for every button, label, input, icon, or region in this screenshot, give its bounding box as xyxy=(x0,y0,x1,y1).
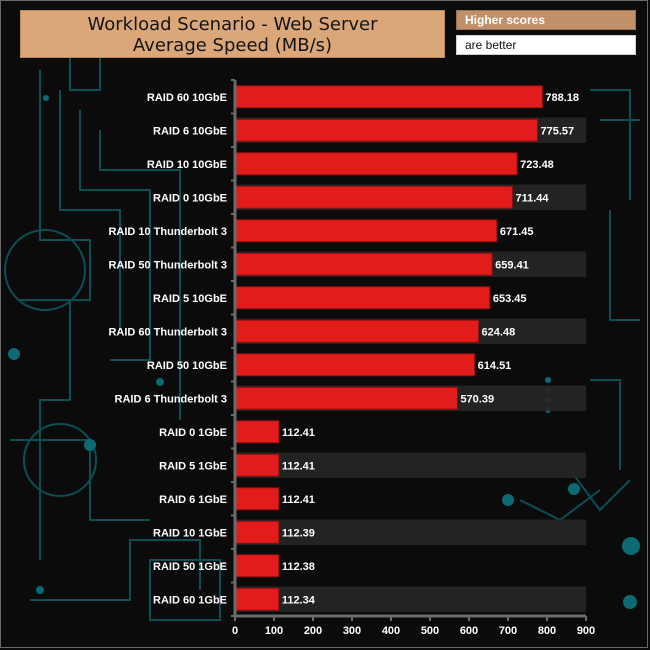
bar xyxy=(234,185,513,209)
category-label: RAID 0 10GbE xyxy=(153,192,227,204)
category-label: RAID 6 Thunderbolt 3 xyxy=(115,393,227,405)
category-label: RAID 50 10GbE xyxy=(147,360,227,372)
bar xyxy=(234,319,480,343)
value-label: 112.38 xyxy=(282,561,315,573)
category-label: RAID 60 10GbE xyxy=(147,92,227,104)
category-label: RAID 5 10GbE xyxy=(153,293,227,305)
category-label: RAID 6 1GbE xyxy=(159,494,227,506)
value-label: 112.41 xyxy=(282,460,315,472)
bar xyxy=(234,219,498,243)
bar xyxy=(234,252,493,276)
value-label: 671.45 xyxy=(500,226,534,238)
x-tick-label: 900 xyxy=(577,625,595,637)
bar xyxy=(234,520,280,544)
value-label: 112.41 xyxy=(282,494,315,506)
x-tick-label: 600 xyxy=(460,625,478,637)
category-label: RAID 10 Thunderbolt 3 xyxy=(108,226,227,238)
value-label: 570.39 xyxy=(460,393,494,405)
bar xyxy=(234,487,280,511)
value-label: 659.41 xyxy=(495,259,529,271)
bar xyxy=(234,286,491,310)
bar xyxy=(234,85,543,109)
row-band xyxy=(235,452,586,478)
value-label: 711.44 xyxy=(515,192,549,204)
bar xyxy=(234,453,280,477)
bars xyxy=(234,85,543,611)
category-label: RAID 60 1GbE xyxy=(153,594,227,606)
bar xyxy=(234,353,476,377)
bar xyxy=(234,554,280,578)
chart-title-line1: Workload Scenario - Web Server xyxy=(87,14,378,35)
category-label: RAID 0 1GbE xyxy=(159,427,227,439)
value-label: 653.45 xyxy=(493,293,527,305)
value-label: 788.18 xyxy=(545,92,579,104)
bar xyxy=(234,118,538,142)
value-label: 614.51 xyxy=(478,360,512,372)
category-label: RAID 10 10GbE xyxy=(147,159,227,171)
x-tick-label: 400 xyxy=(382,625,400,637)
bar xyxy=(234,587,280,611)
x-tick-label: 700 xyxy=(499,625,517,637)
value-label: 112.34 xyxy=(282,594,316,606)
legend-are-better: are better xyxy=(456,35,636,55)
row-band xyxy=(235,519,586,545)
chart-title-line2: Average Speed (MB/s) xyxy=(132,35,333,56)
bar xyxy=(234,420,280,444)
value-label: 112.41 xyxy=(282,427,315,439)
row-band xyxy=(235,586,586,612)
category-label: RAID 50 1GbE xyxy=(153,561,227,573)
value-label: 775.57 xyxy=(540,125,574,137)
x-axis-ticks: 0 100 200 300 400 500 600 700 800 900 xyxy=(231,79,595,637)
x-tick-label: 0 xyxy=(232,625,238,637)
legend-higher-scores: Higher scores xyxy=(456,10,636,30)
category-label: RAID 50 Thunderbolt 3 xyxy=(108,259,227,271)
value-label: 112.39 xyxy=(282,527,315,539)
x-tick-label: 200 xyxy=(304,625,322,637)
value-label: 624.48 xyxy=(482,326,516,338)
category-label: RAID 10 1GbE xyxy=(153,527,227,539)
x-tick-label: 800 xyxy=(538,625,556,637)
chart-title-box: Workload Scenario - Web Server Average S… xyxy=(20,10,445,58)
x-tick-label: 100 xyxy=(265,625,283,637)
x-tick-label: 300 xyxy=(343,625,361,637)
value-label: 723.48 xyxy=(520,159,554,171)
x-tick-label: 500 xyxy=(421,625,439,637)
category-label: RAID 5 1GbE xyxy=(159,460,227,472)
category-label: RAID 60 Thunderbolt 3 xyxy=(108,326,227,338)
category-labels: RAID 60 10GbE RAID 6 10GbE RAID 10 10GbE RA… xyxy=(108,92,227,607)
bar xyxy=(234,152,518,176)
bar xyxy=(234,386,458,410)
category-label: RAID 6 10GbE xyxy=(153,125,227,137)
value-labels: 788.18 775.57 723.48 711.44 671.45 659.41 653.… xyxy=(282,92,579,607)
